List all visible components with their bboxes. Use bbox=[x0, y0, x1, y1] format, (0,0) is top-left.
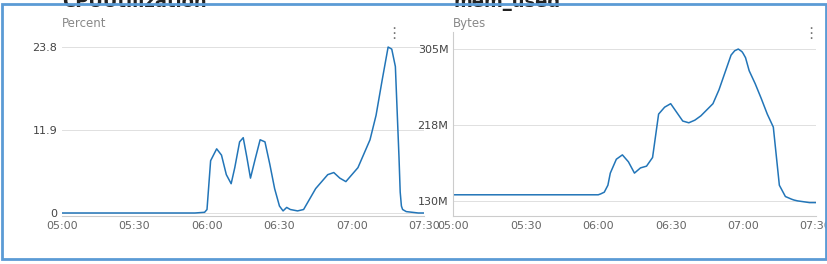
Text: ⋮: ⋮ bbox=[802, 26, 817, 41]
Text: ⋮: ⋮ bbox=[386, 26, 401, 41]
Text: Bytes: Bytes bbox=[453, 17, 486, 30]
Text: mem_used: mem_used bbox=[453, 0, 560, 11]
Text: Percent: Percent bbox=[62, 17, 107, 30]
Text: CPUUtilization: CPUUtilization bbox=[62, 0, 207, 11]
